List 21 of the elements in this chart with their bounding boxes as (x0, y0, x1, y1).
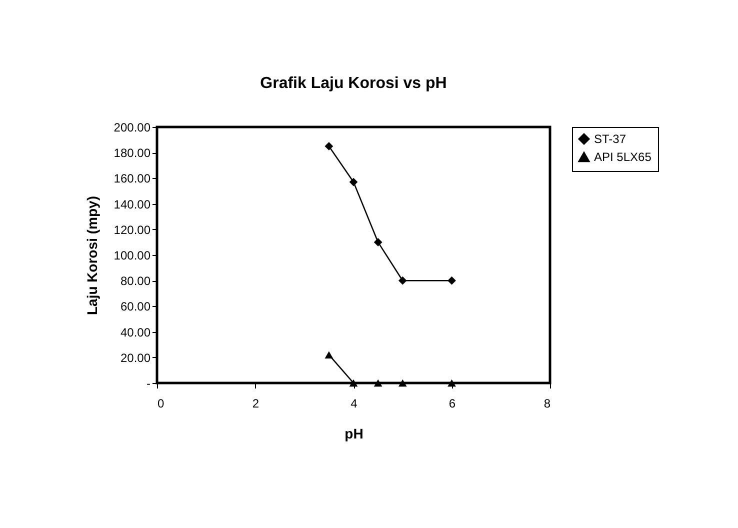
x-tick-label: 8 (544, 396, 551, 410)
legend-label: API 5LX65 (594, 150, 652, 164)
x-tick-label: 6 (448, 396, 456, 410)
y-tick-label: 160.00 (114, 172, 151, 186)
y-tick-label: 40.00 (120, 325, 151, 340)
y-tick-label: - (146, 376, 150, 390)
x-tick-label: 4 (350, 396, 358, 410)
y-tick-label: 20.00 (120, 350, 151, 365)
y-tick-label: 180.00 (114, 146, 151, 160)
y-tick-label: 80.00 (120, 274, 151, 288)
x-tick-label: 0 (158, 396, 164, 410)
chart-title: Grafik Laju Korosi vs pH (260, 75, 447, 92)
y-tick-label: 60.00 (120, 300, 151, 314)
y-axis-title: Laju Korosi (mpy) (84, 196, 100, 316)
legend-label: ST-37 (594, 132, 626, 146)
x-tick-label: 2 (252, 396, 260, 410)
y-tick-label: 140.00 (114, 197, 151, 212)
y-tick-label: 100.00 (114, 248, 151, 262)
x-axis-title: pH (344, 426, 364, 442)
y-tick-label: 200.00 (114, 120, 151, 134)
y-tick-label: 120.00 (114, 222, 151, 237)
